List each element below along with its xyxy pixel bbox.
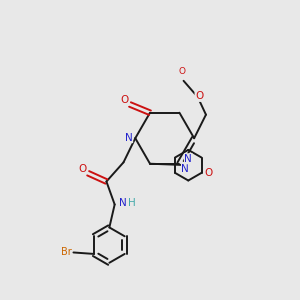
Text: Br: Br (61, 247, 71, 257)
Text: H: H (128, 198, 136, 208)
Text: N: N (184, 154, 192, 164)
Text: O: O (195, 92, 203, 101)
Text: O: O (121, 95, 129, 105)
Text: N: N (125, 133, 133, 142)
Text: O: O (178, 68, 186, 76)
Text: N: N (119, 198, 127, 208)
Text: O: O (204, 168, 212, 178)
Text: O: O (78, 164, 86, 173)
Text: N: N (182, 164, 189, 174)
